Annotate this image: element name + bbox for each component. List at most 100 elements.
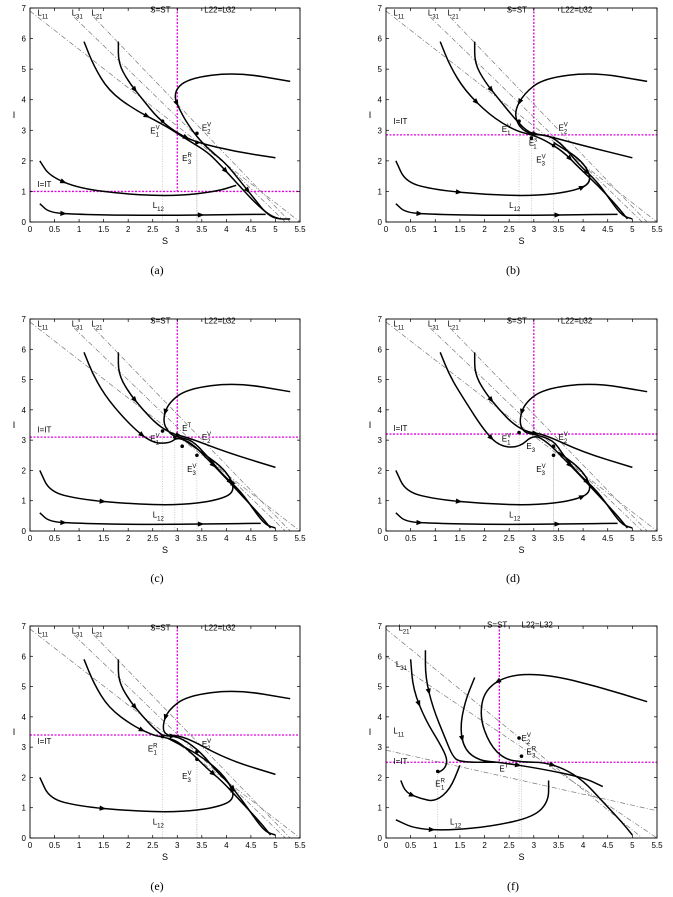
annotation-label: S=ST bbox=[507, 317, 527, 326]
plot-frame bbox=[385, 7, 658, 223]
annotation-label: L11 bbox=[37, 9, 48, 21]
y-tick-label: 6 bbox=[378, 35, 383, 44]
x-tick-label: 2.5 bbox=[147, 225, 159, 234]
y-tick-label: 0 bbox=[378, 218, 383, 227]
x-tick-label: 4 bbox=[581, 534, 586, 543]
trajectory-arrow bbox=[566, 154, 573, 162]
equilibrium-point bbox=[160, 119, 165, 123]
equilibrium-point bbox=[517, 736, 521, 740]
y-tick-label: 0 bbox=[22, 834, 27, 843]
y-tick-label: 2 bbox=[22, 466, 27, 475]
annotation-label: EV 1 bbox=[502, 434, 511, 447]
annotation-label: L31 bbox=[396, 660, 408, 672]
y-tick-label: 7 bbox=[22, 315, 27, 324]
annotation-label: EV 2 bbox=[202, 122, 211, 135]
x-tick-label: 3.5 bbox=[553, 534, 565, 543]
y-tick-label: 6 bbox=[22, 652, 27, 661]
y-tick-label: 7 bbox=[378, 622, 383, 631]
x-tick-label: 2.5 bbox=[147, 841, 159, 850]
y-tick-label: 3 bbox=[22, 126, 27, 135]
trajectory-arrow bbox=[163, 713, 169, 721]
y-tick-label: 5 bbox=[378, 376, 383, 385]
annotation-label: EV 2 bbox=[202, 739, 211, 752]
annotation-label: L21 bbox=[91, 320, 103, 332]
annotation-label: L21 bbox=[91, 9, 103, 21]
equilibrium-point bbox=[435, 769, 440, 774]
trajectory-arrow bbox=[472, 98, 479, 105]
x-tick-label: 4.5 bbox=[245, 534, 257, 543]
y-tick-label: 3 bbox=[22, 743, 27, 752]
trajectory-1 bbox=[460, 677, 604, 788]
trajectory-arrow bbox=[60, 210, 67, 216]
y-tick-label: 7 bbox=[22, 622, 27, 631]
trajectory-arrow bbox=[425, 688, 431, 696]
annotation-label: L21 bbox=[91, 627, 103, 639]
trajectory-arrow bbox=[173, 99, 179, 107]
plot-frame bbox=[385, 625, 658, 839]
equilibrium-point bbox=[551, 444, 556, 449]
annotation-label: Es 1 bbox=[529, 138, 537, 151]
y-axis-label: I bbox=[13, 727, 16, 737]
y-tick-label: 0 bbox=[378, 527, 383, 536]
isocline-line bbox=[385, 628, 643, 839]
isocline-line bbox=[385, 749, 658, 812]
x-tick-label: 0.5 bbox=[49, 841, 61, 850]
isocline-line bbox=[93, 16, 291, 223]
isocline-line bbox=[385, 10, 658, 223]
annotation-label: L11 bbox=[37, 320, 48, 332]
x-tick-label: 2.5 bbox=[504, 841, 516, 850]
trajectory-arrow bbox=[487, 433, 494, 441]
equilibrium-point bbox=[160, 734, 165, 739]
x-tick-label: 3.5 bbox=[553, 841, 565, 850]
annotation-label: S=ST bbox=[150, 624, 170, 633]
annotation-label: EV 3 bbox=[182, 771, 191, 784]
annotation-label: EV 2 bbox=[522, 733, 531, 746]
trajectory-arrow bbox=[487, 396, 494, 403]
x-tick-label: 2 bbox=[126, 534, 131, 543]
annotation-label: L31 bbox=[72, 9, 84, 21]
x-tick-label: 1 bbox=[77, 225, 82, 234]
trajectory-arrow bbox=[209, 769, 217, 776]
isocline-line bbox=[430, 327, 643, 532]
trajectory-arrow bbox=[520, 408, 526, 416]
x-tick-label: 5.5 bbox=[651, 534, 663, 543]
annotation-label: L22=L32 bbox=[204, 317, 236, 326]
trajectory-0 bbox=[163, 383, 291, 529]
x-tick-label: 4.5 bbox=[602, 225, 614, 234]
equilibrium-point bbox=[180, 444, 184, 449]
trajectory-arrow bbox=[163, 408, 169, 416]
panel-f: 0 0.5 1 1.5 2 2.5 3 3.5 4 4.5 5 5.5 0 1 2 3 4 5 6 7 S I L21 S=S… bbox=[369, 621, 663, 893]
trajectory-arrow bbox=[143, 112, 151, 118]
x-tick-label: 3 bbox=[175, 534, 180, 543]
y-tick-label: 0 bbox=[22, 527, 27, 536]
y-tick-label: 5 bbox=[378, 65, 383, 74]
y-tick-label: 6 bbox=[378, 345, 383, 354]
trajectory-arrow bbox=[548, 761, 556, 767]
annotation-label: L12 bbox=[153, 201, 165, 213]
equilibrium-point bbox=[551, 143, 556, 148]
annotation-label: L21 bbox=[448, 9, 460, 21]
y-tick-label: 3 bbox=[378, 436, 383, 445]
annotation-label: ET bbox=[499, 763, 508, 773]
plot-frame bbox=[29, 625, 301, 839]
x-tick-label: 1 bbox=[77, 534, 82, 543]
trajectory-arrow bbox=[138, 726, 146, 732]
x-tick-label: 0 bbox=[384, 225, 389, 234]
x-tick-label: 3.5 bbox=[196, 841, 208, 850]
annotation-label: L12 bbox=[509, 510, 521, 522]
trajectory-arrow bbox=[578, 185, 586, 191]
annotation-label: I=IT bbox=[37, 180, 51, 189]
x-tick-label: 2 bbox=[482, 534, 487, 543]
x-tick-label: 2 bbox=[126, 841, 131, 850]
x-tick-label: 5 bbox=[273, 841, 278, 850]
annotation-label: ER 1 bbox=[435, 779, 445, 792]
trajectory-1 bbox=[117, 352, 276, 469]
trajectory-arrow bbox=[131, 703, 138, 710]
x-tick-label: 2.5 bbox=[504, 225, 516, 234]
trajectory-arrow bbox=[517, 98, 524, 105]
panel-c: 0 0.5 1 1.5 2 2.5 3 3.5 4 4.5 5 5.5 0 1 2 3 4 5 6 7 S I L11 L31… bbox=[13, 315, 306, 585]
trajectory-arrow bbox=[209, 461, 216, 468]
x-tick-label: 4.5 bbox=[602, 841, 614, 850]
x-tick-label: 3 bbox=[532, 534, 537, 543]
